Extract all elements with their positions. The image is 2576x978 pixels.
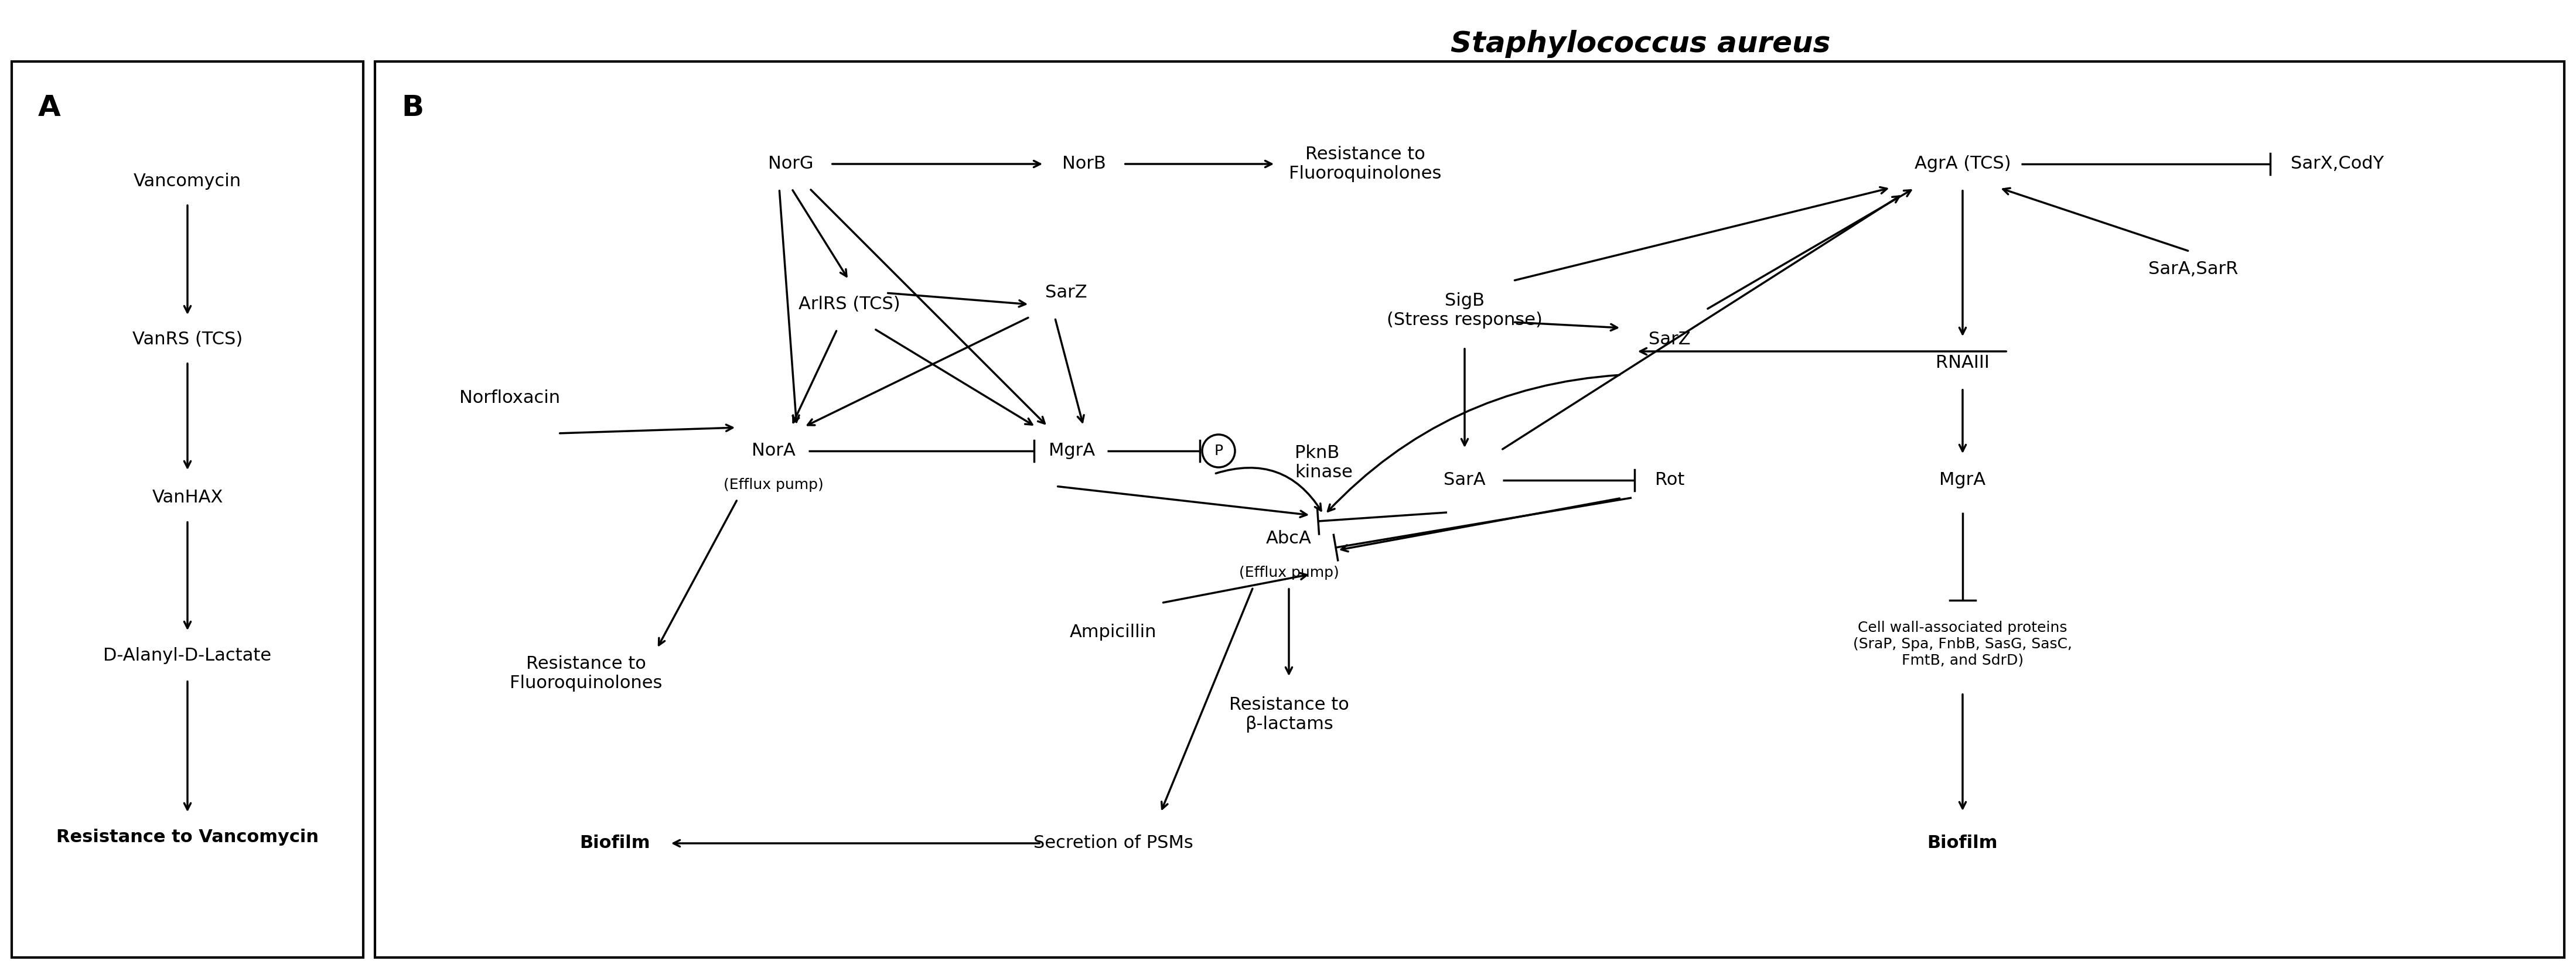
Text: Vancomycin: Vancomycin xyxy=(134,173,242,190)
Text: SarX,CodY: SarX,CodY xyxy=(2290,156,2383,172)
Text: SarZ: SarZ xyxy=(1649,332,1690,348)
Bar xyxy=(13,62,363,957)
Text: RNAIII: RNAIII xyxy=(1935,355,1989,372)
Text: SarA,SarR: SarA,SarR xyxy=(2148,261,2239,278)
Text: VanRS (TCS): VanRS (TCS) xyxy=(131,332,242,348)
Text: MgrA: MgrA xyxy=(1048,442,1095,460)
Text: Staphylococcus aureus: Staphylococcus aureus xyxy=(1450,30,1832,58)
Text: D-Alanyl-D-Lactate: D-Alanyl-D-Lactate xyxy=(103,647,270,664)
Text: NorA: NorA xyxy=(752,442,796,460)
Text: (Efflux pump): (Efflux pump) xyxy=(1239,565,1340,580)
Text: Resistance to
Fluoroquinolones: Resistance to Fluoroquinolones xyxy=(1288,146,1443,182)
Text: A: A xyxy=(39,94,62,122)
Text: Resistance to
Fluoroquinolones: Resistance to Fluoroquinolones xyxy=(510,655,662,691)
Text: AbcA: AbcA xyxy=(1265,530,1311,548)
Text: SarA: SarA xyxy=(1443,471,1486,489)
Text: AgrA (TCS): AgrA (TCS) xyxy=(1914,156,2012,172)
Text: Biofilm: Biofilm xyxy=(580,835,652,852)
Text: ArlRS (TCS): ArlRS (TCS) xyxy=(799,296,902,313)
Text: VanHAX: VanHAX xyxy=(152,489,224,507)
Text: PknB
kinase: PknB kinase xyxy=(1296,444,1352,481)
Text: Resistance to
β-lactams: Resistance to β-lactams xyxy=(1229,696,1350,733)
Text: Secretion of PSMs: Secretion of PSMs xyxy=(1033,835,1193,852)
Bar xyxy=(376,62,2563,957)
Text: Rot: Rot xyxy=(1654,471,1685,489)
Text: B: B xyxy=(402,94,422,122)
Text: SigB
(Stress response): SigB (Stress response) xyxy=(1386,292,1543,329)
Text: Norfloxacin: Norfloxacin xyxy=(459,390,559,407)
Text: Ampicillin: Ampicillin xyxy=(1069,624,1157,641)
Text: NorB: NorB xyxy=(1061,156,1105,172)
Text: Biofilm: Biofilm xyxy=(1927,835,1999,852)
Text: Cell wall-associated proteins
(SraP, Spa, FnbB, SasG, SasC,
FmtB, and SdrD): Cell wall-associated proteins (SraP, Spa… xyxy=(1852,621,2071,668)
Text: P: P xyxy=(1213,444,1224,458)
Text: (Efflux pump): (Efflux pump) xyxy=(724,478,824,492)
Text: SarZ: SarZ xyxy=(1046,285,1087,301)
Text: NorG: NorG xyxy=(768,156,814,172)
Text: Resistance to Vancomycin: Resistance to Vancomycin xyxy=(57,829,319,846)
Text: MgrA: MgrA xyxy=(1940,471,1986,489)
